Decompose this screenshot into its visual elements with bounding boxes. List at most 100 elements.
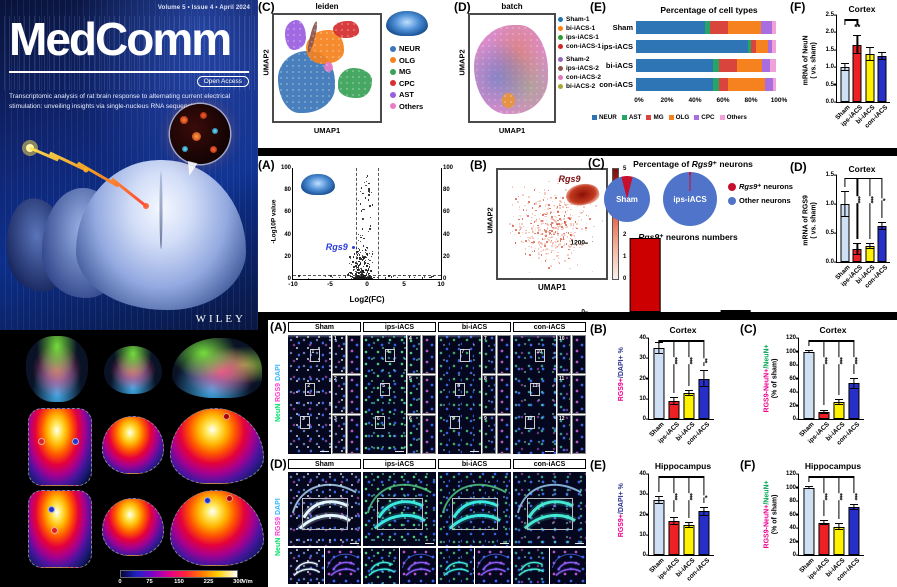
inset-tile: 3 (332, 415, 346, 454)
data-point (354, 270, 357, 273)
data-point (361, 249, 364, 251)
data-point (423, 275, 426, 277)
data-point (362, 258, 365, 260)
y-axis-label: -Log10P value (270, 199, 278, 244)
bar (653, 348, 665, 419)
data-point (540, 233, 542, 236)
y-tick-label: 2.0 (825, 29, 834, 36)
y-tick-mark (796, 391, 799, 393)
data-point (534, 232, 536, 235)
stack-row: con-iACS (590, 77, 782, 91)
y-tick-label: 1.5 (825, 172, 834, 178)
gene-annotation: Rgs9 (558, 174, 581, 185)
data-point (361, 234, 363, 237)
open-access-badge: Open Access (196, 76, 249, 87)
data-point (359, 262, 362, 264)
data-point (534, 214, 536, 217)
legend-label: Others (399, 101, 424, 111)
chart-title: Cortex (848, 164, 876, 174)
electrode-marker (51, 527, 59, 535)
error-bar (840, 191, 849, 217)
y-tick-mark (796, 377, 799, 380)
data-point (352, 256, 355, 258)
data-point (541, 233, 544, 235)
data-point (361, 276, 363, 278)
data-point (556, 207, 558, 209)
pie-label: Sham (616, 194, 638, 204)
data-point (553, 232, 555, 234)
legend-swatch (646, 115, 652, 120)
y-tick-label: 30 (639, 355, 646, 362)
data-point (352, 273, 354, 275)
data-point (369, 228, 371, 230)
roi-box (377, 498, 423, 530)
data-point (569, 237, 572, 240)
data-point (371, 271, 373, 273)
stack-segment (771, 39, 776, 53)
error-bar (654, 496, 663, 505)
data-point (356, 254, 359, 256)
y-tick-mark (796, 513, 799, 516)
data-point (542, 249, 545, 251)
data-point (563, 233, 565, 235)
data-point (560, 201, 562, 203)
y-tick-label: 20 (443, 253, 450, 260)
y-tick-label: 40 (639, 471, 646, 477)
data-point (537, 227, 539, 229)
legend-dot (390, 68, 396, 75)
data-point (567, 232, 570, 234)
data-point (532, 237, 534, 239)
data-point (581, 242, 584, 245)
data-point (371, 253, 374, 255)
data-point (366, 181, 368, 183)
bar (877, 56, 887, 102)
x-tick-label: 5 (402, 281, 406, 288)
data-point (368, 182, 370, 185)
data-point (543, 213, 545, 215)
data-point (557, 232, 559, 235)
data-point (362, 245, 365, 247)
data-point (545, 230, 547, 232)
data-point (545, 213, 547, 216)
inset-tile: 10 (557, 335, 571, 374)
y-tick-label: 120 (785, 471, 796, 477)
data-point (559, 207, 561, 209)
data-point (365, 269, 367, 271)
bar (668, 520, 680, 555)
x-tick-label: -10 (288, 281, 298, 288)
data-point (539, 229, 541, 231)
data-point (550, 211, 552, 213)
data-point (338, 277, 341, 279)
plot-area: 0 20 40 60 80 100 120 Sham ips-iACS bi-iACS con-iA… (786, 471, 864, 583)
data-point (561, 222, 563, 225)
data-point (388, 275, 390, 277)
data-point (551, 200, 554, 203)
data-point (564, 211, 567, 213)
data-point (369, 277, 371, 279)
data-point (408, 276, 411, 278)
inset-row (438, 548, 511, 584)
panel-label: (A) (258, 158, 275, 172)
inset-tile (363, 548, 399, 584)
roi-number: 5 (382, 382, 385, 389)
data-point (368, 259, 371, 262)
y-tick-label: 0.5 (825, 81, 834, 88)
data-point (350, 272, 352, 274)
data-point (576, 205, 579, 208)
data-point (430, 276, 433, 278)
y-tick-label: 120 (785, 335, 796, 341)
scale-bar (425, 543, 434, 544)
data-point (358, 249, 361, 251)
data-point (364, 275, 367, 278)
data-point (354, 273, 356, 275)
image-group: ips-iACS (363, 459, 436, 585)
data-point (562, 238, 565, 240)
scale-bar (320, 451, 329, 452)
inset-tile (400, 548, 436, 584)
data-point (575, 244, 578, 246)
inset-tile (497, 375, 511, 414)
data-point (370, 191, 373, 194)
chart-title: Hippocampus (804, 461, 862, 471)
data-point (546, 203, 548, 206)
